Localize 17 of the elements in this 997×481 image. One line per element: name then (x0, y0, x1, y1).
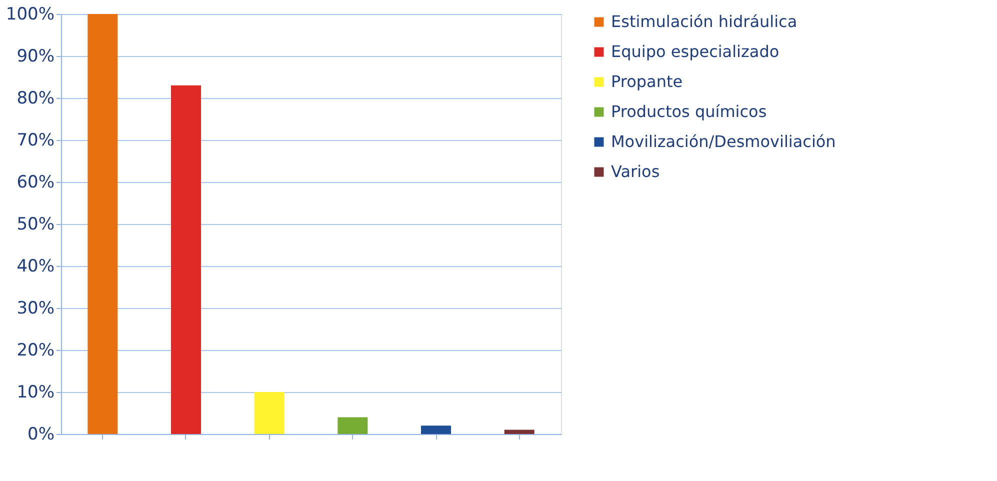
y-tick-label: 40% (16, 256, 54, 276)
y-tick-label: 50% (16, 214, 54, 234)
y-tick-label: 80% (16, 88, 54, 108)
y-tick-label: 10% (16, 382, 54, 402)
legend-label: Movilización/Desmoviliación (611, 132, 836, 151)
y-tick-label: 20% (16, 340, 54, 360)
legend-label: Propante (611, 72, 683, 91)
legend-label: Varios (611, 162, 660, 181)
legend-label: Equipo especializado (611, 42, 780, 61)
y-tick-label: 0% (28, 424, 54, 444)
y-tick-label: 60% (16, 172, 54, 192)
y-tick-label: 90% (16, 46, 54, 66)
y-tick-label: 100% (6, 4, 54, 24)
legend-label: Productos químicos (611, 102, 767, 121)
y-tick-label: 30% (16, 298, 54, 318)
legend-label: Estimulación hidráulica (611, 12, 798, 31)
y-tick-label: 70% (16, 130, 54, 150)
